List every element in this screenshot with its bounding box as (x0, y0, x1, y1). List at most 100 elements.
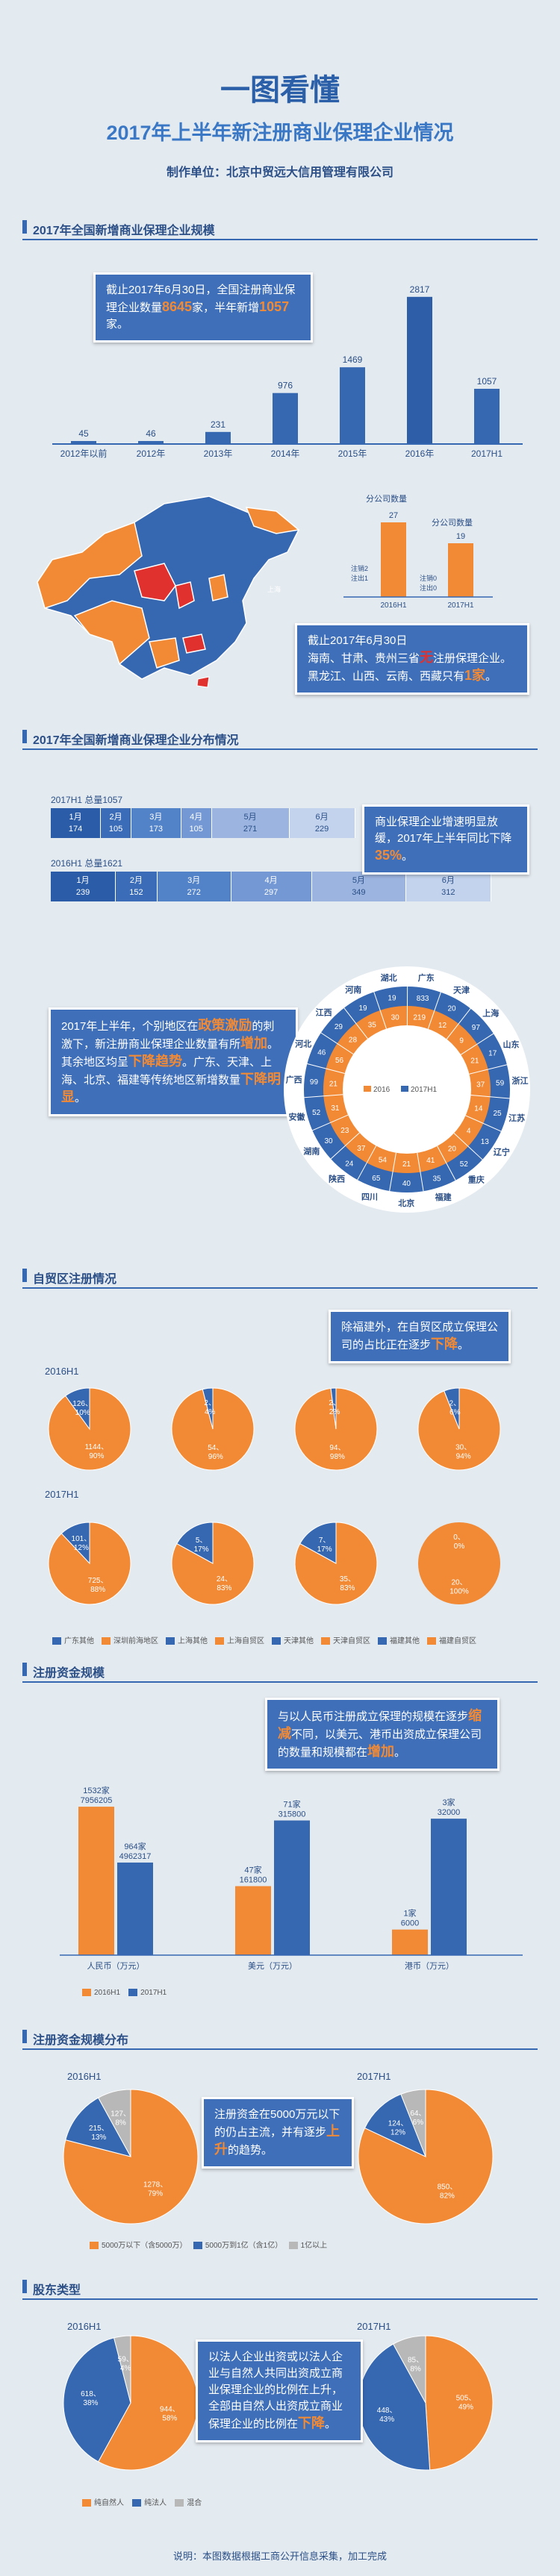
radial-divider (469, 1064, 508, 1075)
cap-count-2017-1: 71家 (283, 1799, 300, 1810)
month-seg-2: 2月 105 (101, 808, 131, 838)
radial-legend-2016: 2016 (373, 1086, 391, 1094)
ftz2016-3-label-0: 30、 (455, 1444, 471, 1452)
section-marker (22, 220, 27, 234)
radial-value-2016-13: 52 (312, 1109, 321, 1117)
radial-value-2017-9: 21 (402, 1160, 411, 1169)
section-marker (22, 2030, 27, 2043)
radial-value-2016-0: 833 (417, 995, 429, 1003)
ftz2017-2-pct-1: 17% (317, 1545, 332, 1554)
bar-chart-new-companies: 45 2012年以前 46 2012年 231 2013年 976 2014年 1469 2015… (52, 284, 523, 459)
section-title-ftz: 自贸区注册情况 (33, 1273, 117, 1286)
ftz2016-0-pct-1: 10% (75, 1409, 90, 1417)
callout-capital-under-5000: 注册资金在5000万元以下的仍占主流，并有逐步上升的趋势。 (202, 2097, 354, 2169)
ftz2017-1-pct-1: 17% (194, 1545, 209, 1554)
radial-value-2016-4: 59 (496, 1079, 505, 1087)
radial-value-2017-3: 21 (470, 1057, 479, 1066)
sh2017-slice-2 (392, 2335, 426, 2404)
bar-value-4: 1469 (343, 354, 363, 365)
cap-bar-2016-2 (392, 1929, 428, 1955)
ftz2017-0-label-0: 725、 (88, 1577, 108, 1585)
bar-value-6: 1057 (477, 376, 497, 387)
bar-6 (474, 389, 500, 444)
capdist2016-pct-0: 79% (148, 2190, 163, 2198)
capdist2016-slice-2 (97, 2089, 131, 2157)
radial-divider (330, 1132, 360, 1160)
sh2017-pct-1: 43% (379, 2416, 394, 2424)
branch-title-2016: 分公司数量 (366, 495, 407, 504)
radial-province-5: 江苏 (508, 1113, 525, 1123)
ftz2016-1-label-0: 54、 (208, 1444, 223, 1452)
section-title-capital-dist: 注册资金规模分布 (33, 2034, 129, 2047)
radial-value-2017-15: 56 (335, 1057, 344, 1065)
ftz2016-0-pct-0: 90% (89, 1452, 104, 1460)
ftz2017-1-label-1: 5、 (196, 1536, 208, 1545)
month-seg-1: 1月 239 (51, 872, 116, 901)
bar-value-5: 2817 (410, 284, 430, 295)
cap-dist-label-2017: 2017H1 (357, 2071, 391, 2082)
map-region-xizang (73, 600, 150, 666)
month-row-label-2016: 2016H1 总量1621 (51, 858, 123, 869)
section-title-scale: 2017年全国新增商业保理企业规模 (33, 225, 215, 237)
month-seg-3: 3月 173 (131, 808, 181, 838)
cap-bar-2017-1 (274, 1820, 310, 1955)
sh2017-label-0: 505、 (456, 2394, 476, 2402)
cap-value-2017-0: 4962317 (119, 1852, 152, 1861)
bar-0 (71, 441, 96, 444)
ftz2017-2-slice-1 (299, 1522, 337, 1564)
ftz2017-3-slice-0 (418, 1522, 500, 1604)
radial-province-13: 安徽 (288, 1112, 305, 1122)
branch-out-2016: 注出1 (351, 574, 368, 582)
radial-value-2017-6: 4 (467, 1128, 471, 1136)
radial-value-2017-8: 41 (426, 1157, 435, 1165)
ftz-pie-grid: 1144、90%126、10%54、96%2、4%94、98%2、2%30、94… (48, 1387, 501, 1605)
sh2016-slice-1 (63, 2337, 131, 2463)
radial-province-12: 湖南 (303, 1146, 320, 1157)
radial-province-0: 广东 (418, 972, 435, 983)
radial-province-9: 北京 (398, 1198, 414, 1208)
callout-total-count: 截止2017年6月30日，全国注册商业保理企业数量8645家，半年新增1057家… (93, 272, 313, 343)
ftz2017-0-pct-0: 88% (90, 1586, 105, 1594)
ftz-legend-item: 福建自贸区 (427, 1637, 476, 1645)
cap-value-2016-2: 6000 (401, 1919, 419, 1928)
radial-value-2016-3: 17 (488, 1049, 497, 1057)
radial-value-2016-15: 46 (317, 1048, 326, 1057)
branch-bar-2017 (448, 543, 473, 597)
cap-bar-2017-0 (117, 1862, 153, 1955)
section-title-distribution: 2017年全国新增商业保理企业分布情况 (33, 734, 239, 747)
branch-total-2016: 27 (389, 511, 398, 520)
section-marker (22, 730, 27, 743)
map-region-guizhou (182, 634, 206, 654)
branch-title-2017: 分公司数量 (432, 519, 473, 528)
bar-1 (138, 441, 164, 444)
map-region-gansu (134, 563, 176, 601)
radial-value-2017-18: 30 (391, 1013, 400, 1022)
radial-legend-2017: 2017H1 (411, 1086, 437, 1094)
cap-bar-2016-1 (235, 1886, 271, 1955)
radial-divider (417, 1152, 424, 1192)
radial-value-2017-16: 28 (349, 1037, 358, 1045)
sh2017-label-2: 85、 (408, 2357, 423, 2365)
bar-category-6: 2017H1 (471, 448, 503, 459)
radial-divider (307, 1063, 345, 1074)
shareholder-legend: 纯自然人 纯法人 混合 (82, 2496, 202, 2507)
ftz2017-0-pct-1: 12% (74, 1544, 89, 1552)
bar-2 (205, 431, 231, 444)
radial-value-2017-17: 35 (368, 1022, 377, 1030)
ftz2017-3-label-0: 20、 (451, 1578, 467, 1586)
radial-value-2016-14: 99 (310, 1078, 319, 1087)
sh2016-pct-0: 58% (162, 2414, 177, 2422)
radial-value-2017-0: 219 (413, 1013, 426, 1022)
ftz2017-1-pct-0: 83% (217, 1584, 231, 1592)
map-region-heilongjiang (245, 507, 300, 534)
capdist2016-slice-1 (65, 2097, 131, 2157)
capdist2016-pct-2: 8% (115, 2119, 126, 2128)
cap-count-2017-0: 964家 (124, 1841, 146, 1851)
map-label-shanghai: 上海 (267, 585, 281, 593)
radial-divider (470, 1095, 510, 1099)
month-seg-2: 2月 152 (116, 872, 158, 901)
cap-count-2016-2: 1家 (403, 1908, 416, 1919)
ftz2016-1-pct-1: 4% (205, 1408, 216, 1416)
capdist2017-label-2: 64、 (410, 2110, 426, 2118)
ftz2017-2-label-1: 7、 (319, 1536, 331, 1545)
